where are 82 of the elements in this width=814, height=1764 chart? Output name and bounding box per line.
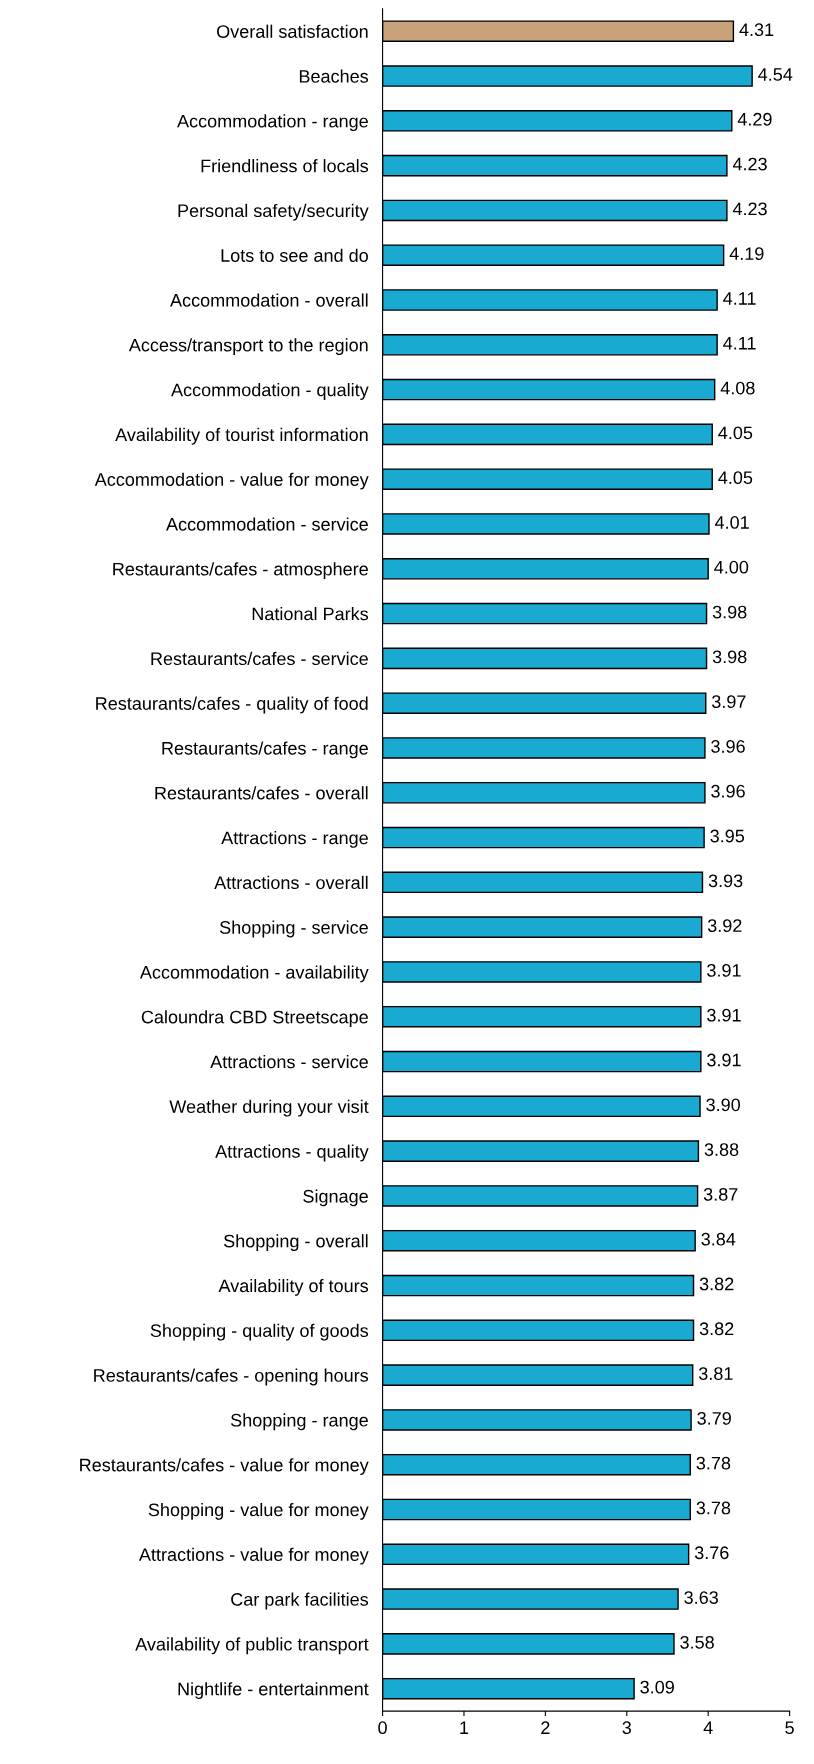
- y-tick-label: Overall satisfaction: [217, 24, 368, 38]
- data-label: 3.78: [696, 1456, 731, 1470]
- data-label: 4.31: [739, 23, 774, 37]
- data-label: 4.19: [729, 247, 764, 261]
- data-label: 3.87: [703, 1187, 738, 1201]
- x-tick-label: 5: [785, 1721, 794, 1735]
- data-label: 4.29: [737, 112, 772, 126]
- y-tick-label: Restaurants/cafes - atmosphere: [113, 562, 368, 580]
- y-tick-label: Availability of public transport: [135, 1637, 369, 1655]
- data-label: 3.98: [712, 605, 747, 619]
- y-tick-label: Restaurants/cafes - overall: [155, 786, 368, 800]
- data-label: 4.54: [758, 68, 793, 81]
- data-label: 3.82: [699, 1322, 734, 1336]
- data-label: 4.23: [732, 157, 767, 171]
- y-tick-label: Attractions - service: [210, 1054, 368, 1069]
- y-tick-label: Shopping - range: [230, 1413, 368, 1431]
- data-label: 3.09: [640, 1680, 674, 1694]
- y-tick-label: Restaurants/cafes - value for money: [80, 1458, 369, 1475]
- data-label: 3.91: [707, 1053, 741, 1067]
- y-tick-label: Attractions - value for money: [138, 1547, 369, 1565]
- x-tick-label: 2: [541, 1721, 550, 1734]
- y-tick-label: Accommodation - range: [177, 114, 368, 132]
- data-label: 3.96: [711, 784, 745, 798]
- y-tick-label: Friendliness of locals: [201, 159, 369, 173]
- data-label: 4.05: [718, 426, 753, 440]
- y-tick-label: Shopping - service: [219, 920, 368, 938]
- data-label: 3.93: [708, 874, 743, 888]
- y-tick-label: Lots to see and do: [221, 248, 368, 262]
- data-label: 3.88: [704, 1143, 739, 1156]
- y-tick-label: Accommodation - overall: [170, 293, 368, 307]
- data-label: 3.97: [711, 695, 746, 709]
- data-label: 4.00: [714, 560, 749, 574]
- y-tick-label: Personal safety/security: [178, 203, 369, 221]
- y-tick-label: National Parks: [252, 607, 369, 621]
- data-label: 3.96: [711, 740, 745, 753]
- data-label: 3.98: [712, 650, 747, 664]
- y-tick-label: Signage: [303, 1189, 368, 1207]
- y-tick-label: Access/transport to the region: [128, 338, 368, 356]
- y-tick-label: Shopping - overall: [223, 1234, 368, 1252]
- data-label: 4.11: [723, 337, 756, 350]
- x-tick-label: 0: [378, 1721, 387, 1735]
- y-tick-label: Caloundra CBD Streetscape: [141, 1010, 368, 1028]
- x-tick-label: 4: [703, 1721, 713, 1734]
- y-tick-label: Restaurants/cafes - opening hours: [94, 1368, 369, 1386]
- data-label: 3.95: [710, 829, 745, 843]
- y-tick-label: Availability of tourist information: [115, 427, 368, 445]
- y-tick-label: Accommodation - service: [166, 517, 368, 531]
- x-tick-label: 1: [460, 1721, 469, 1734]
- y-tick-label: Shopping - value for money: [148, 1502, 369, 1520]
- y-tick-label: Restaurants/cafes - service: [151, 651, 368, 666]
- data-label: 3.58: [680, 1635, 714, 1649]
- y-tick-label: Shopping - quality of goods: [150, 1323, 369, 1341]
- data-label: 3.84: [701, 1232, 736, 1246]
- y-tick-label: Accommodation - value for money: [94, 472, 369, 490]
- data-label: 3.78: [696, 1501, 731, 1515]
- y-tick-label: Availability of tours: [218, 1278, 369, 1296]
- y-tick-label: Restaurants/cafes - quality of food: [96, 696, 368, 714]
- y-tick-label: Weather during your visit: [169, 1099, 369, 1117]
- y-tick-label: Car park facilities: [231, 1592, 369, 1610]
- data-label: 3.63: [684, 1591, 718, 1604]
- data-label: 3.76: [694, 1546, 729, 1560]
- y-tick-label: Accommodation - quality: [171, 383, 369, 400]
- y-tick-label: Attractions - quality: [215, 1144, 369, 1162]
- data-label: 4.01: [714, 516, 749, 529]
- data-label: 3.81: [698, 1367, 733, 1380]
- data-label: 3.92: [707, 919, 742, 932]
- x-tick-label: 3: [622, 1721, 632, 1735]
- data-label: 3.91: [707, 1008, 741, 1022]
- data-label: 4.23: [732, 202, 767, 216]
- y-tick-label: Beaches: [299, 69, 369, 83]
- y-tick-label: Restaurants/cafes - range: [162, 741, 368, 759]
- y-tick-label: Accommodation - availability: [139, 965, 369, 983]
- data-label: 3.91: [707, 964, 741, 977]
- data-label: 3.82: [699, 1277, 734, 1291]
- y-tick-label: Attractions - range: [221, 831, 368, 848]
- data-label: 4.05: [718, 471, 753, 485]
- data-label: 3.79: [697, 1411, 731, 1425]
- data-label: 4.08: [720, 381, 755, 395]
- data-label: 4.11: [723, 292, 756, 305]
- data-label: 3.90: [706, 1098, 741, 1112]
- y-tick-label: Attractions - overall: [214, 875, 368, 890]
- y-tick-label: Nightlife - entertainment: [178, 1682, 369, 1699]
